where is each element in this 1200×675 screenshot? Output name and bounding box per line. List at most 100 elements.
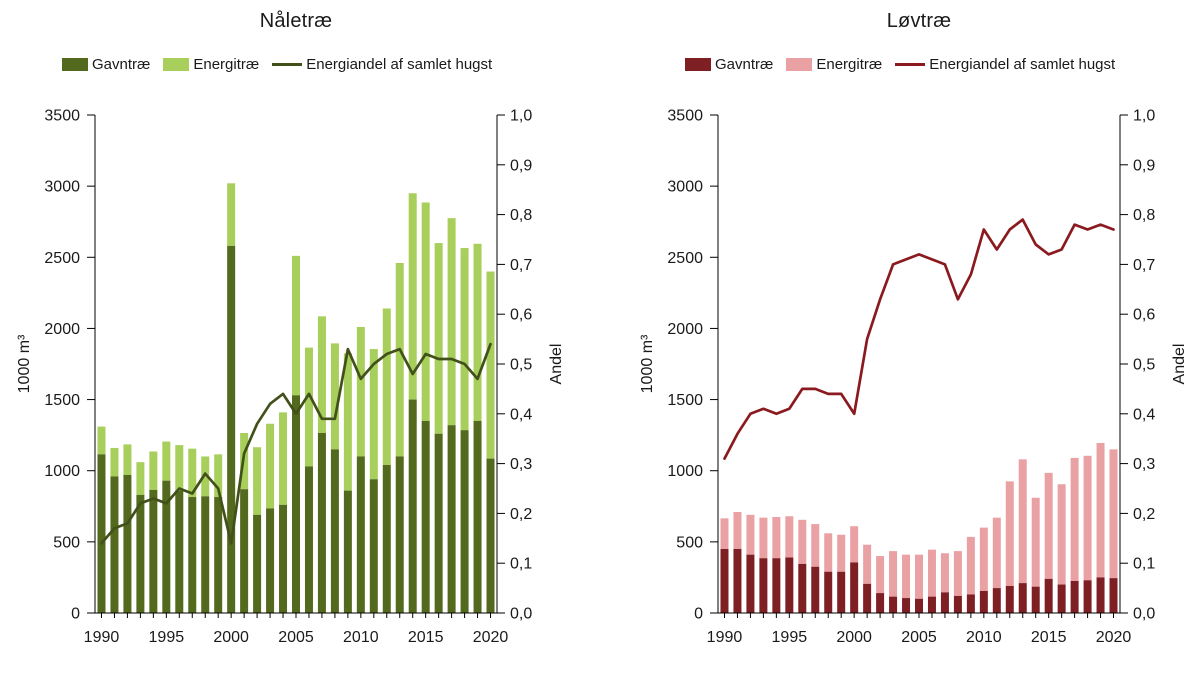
bar-gavntrae xyxy=(382,465,391,613)
legend-label-energiandel: Energiandel af samlet hugst xyxy=(306,56,493,73)
bar-gavntrae xyxy=(1044,578,1053,613)
bar-energitrae xyxy=(746,514,755,555)
y-tick-label-right: 0,3 xyxy=(1133,456,1155,473)
x-tick-label: 1990 xyxy=(707,629,743,646)
y-tick-label-right: 0,2 xyxy=(1133,506,1155,523)
y-tick-label-left: 500 xyxy=(53,534,80,551)
bar-gavntrae xyxy=(1070,580,1079,613)
bar-energitrae xyxy=(473,243,482,421)
bar-energitrae xyxy=(343,353,352,491)
x-tick-label: 1990 xyxy=(84,629,120,646)
bar-gavntrae xyxy=(940,592,949,613)
bar-energitrae xyxy=(292,255,300,396)
bar-gavntrae xyxy=(447,425,456,613)
bar-energitrae xyxy=(1070,457,1079,581)
bar-energitrae xyxy=(733,511,742,549)
y-tick-label-right: 0,3 xyxy=(510,456,532,473)
legend-loevtrae: Gavntræ Energitræ Energiandel af samlet … xyxy=(685,56,1115,73)
bar-gavntrae xyxy=(824,571,833,613)
x-tick-label: 1995 xyxy=(772,629,808,646)
y-tick-label-left: 1500 xyxy=(667,392,703,409)
y-tick-label-right: 1,0 xyxy=(510,108,532,125)
y-tick-label-left: 500 xyxy=(676,534,703,551)
bar-gavntrae xyxy=(979,590,988,613)
bar-energitrae xyxy=(1057,484,1066,585)
bar-energitrae xyxy=(356,327,365,457)
y-tick-label-right: 0,1 xyxy=(1133,556,1155,573)
legend-label-gavntrae: Gavntræ xyxy=(715,56,774,73)
legend-item-energitrae: Energitræ xyxy=(786,56,882,73)
y-tick-label-right: 0,4 xyxy=(510,406,532,423)
bar-energitrae xyxy=(863,544,872,584)
bar-energitrae xyxy=(395,262,404,457)
bar-energitrae xyxy=(785,516,794,558)
x-tick-label: 2020 xyxy=(1096,629,1132,646)
legend-item-gavntrae: Gavntræ xyxy=(62,56,150,73)
y-tick-label-right: 0,7 xyxy=(510,257,532,274)
y-axis-title-right: Andel xyxy=(548,344,565,385)
x-tick-label: 2005 xyxy=(278,629,314,646)
bar-energitrae xyxy=(97,426,106,455)
bar-energitrae xyxy=(110,447,119,477)
gavntrae-swatch xyxy=(685,58,711,71)
bar-energitrae xyxy=(188,448,197,498)
bar-gavntrae xyxy=(720,548,729,613)
bar-gavntrae xyxy=(317,433,326,613)
y-tick-label-left: 2000 xyxy=(44,321,80,338)
bar-gavntrae xyxy=(434,433,443,613)
legend-item-energiandel: Energiandel af samlet hugst xyxy=(895,56,1115,73)
bar-gavntrae xyxy=(927,596,936,613)
plot-canvas-loevtrae: 0 500 1000 1500 2000 2500 3000 3500 0,0 0,1 0,2 0,3… xyxy=(639,108,1188,647)
bar-energitrae xyxy=(421,202,430,421)
bars-group xyxy=(97,183,495,613)
bar-gavntrae xyxy=(110,476,119,613)
bar-energitrae xyxy=(824,533,833,572)
y-tick-label-right: 0,8 xyxy=(510,207,532,224)
bar-gavntrae xyxy=(188,497,197,613)
bar-gavntrae xyxy=(811,566,820,613)
bar-gavntrae xyxy=(733,548,742,613)
bar-energitrae xyxy=(1031,497,1040,587)
bar-gavntrae xyxy=(953,595,962,613)
bar-energitrae xyxy=(123,444,132,475)
y-tick-label-left: 3500 xyxy=(667,108,703,125)
bar-energitrae xyxy=(811,524,820,567)
bar-energitrae xyxy=(382,308,391,466)
x-tick-label: 1995 xyxy=(149,629,185,646)
bar-gavntrae xyxy=(746,554,755,613)
bar-gavntrae xyxy=(395,456,404,613)
bar-energitrae xyxy=(214,454,223,498)
chart-loevtrae: Løvtræ Gavntræ Energitræ Energiandel af … xyxy=(600,0,1200,675)
chart-title-naaletrae: Nåletræ xyxy=(259,10,333,32)
bar-energitrae xyxy=(136,462,145,495)
bar-gavntrae xyxy=(369,479,378,613)
bar-energitrae xyxy=(992,517,1001,589)
bar-gavntrae xyxy=(97,454,106,613)
bar-energitrae xyxy=(1109,449,1118,579)
bar-energitrae xyxy=(772,516,781,559)
bar-energitrae xyxy=(201,456,210,497)
bar-energitrae xyxy=(317,316,326,434)
bar-energitrae xyxy=(330,343,339,450)
bar-energitrae xyxy=(837,534,846,572)
bar-energitrae xyxy=(850,526,859,563)
bar-gavntrae xyxy=(175,490,184,613)
bar-gavntrae xyxy=(214,497,223,613)
bar-gavntrae xyxy=(850,562,859,613)
bar-gavntrae xyxy=(473,420,482,613)
bar-gavntrae xyxy=(136,494,145,613)
bar-energitrae xyxy=(759,517,768,559)
bars-group xyxy=(720,442,1118,613)
y-tick-label-left: 1500 xyxy=(44,392,80,409)
bar-gavntrae xyxy=(772,558,781,613)
y-tick-label-left: 1000 xyxy=(667,463,703,480)
y-tick-label-left: 3000 xyxy=(667,179,703,196)
chart-title-loevtrae: Løvtræ xyxy=(886,10,952,32)
bar-gavntrae xyxy=(460,430,469,613)
bar-gavntrae xyxy=(915,598,923,613)
y-tick-label-right: 0,9 xyxy=(1133,157,1155,174)
energiandel-line xyxy=(100,342,492,545)
energiandel-line-swatch xyxy=(272,63,303,66)
bar-energitrae xyxy=(279,412,288,505)
